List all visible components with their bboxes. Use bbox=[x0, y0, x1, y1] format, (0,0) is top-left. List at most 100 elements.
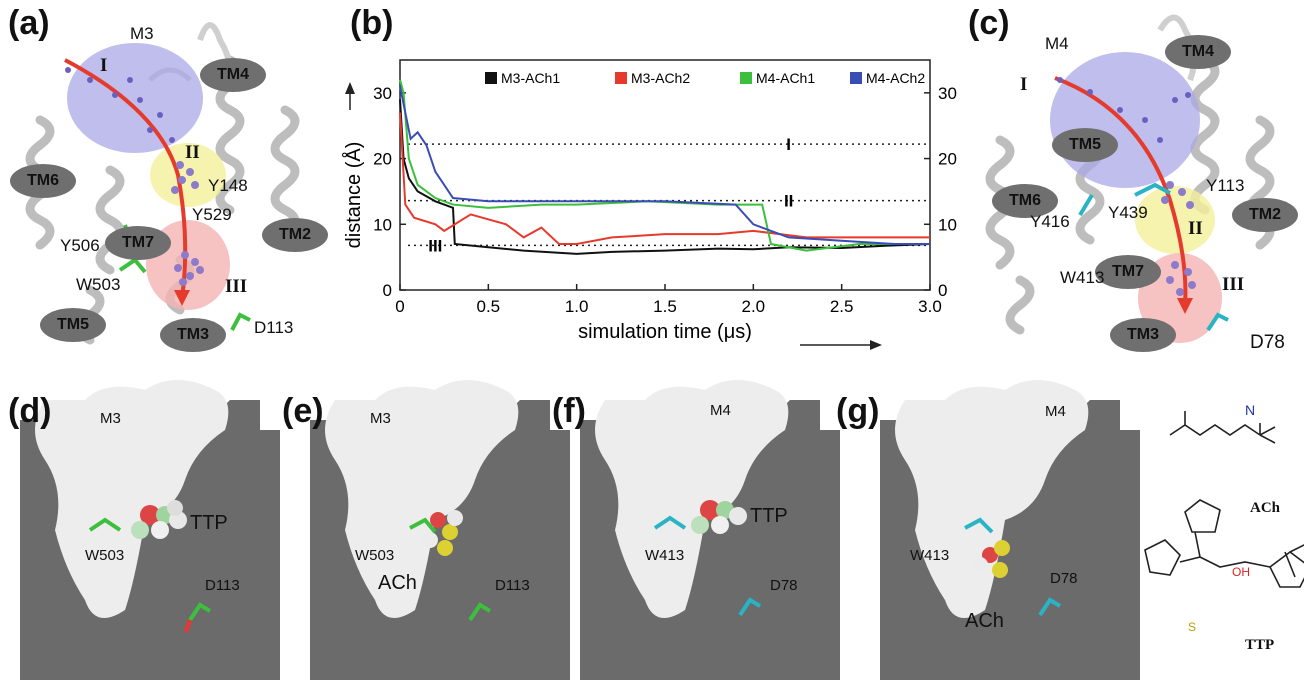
tm-label: TM2 bbox=[262, 218, 328, 252]
panel-d-label: (d) bbox=[8, 392, 52, 430]
tm-label: TM4 bbox=[200, 58, 266, 92]
tm-label: TM6 bbox=[10, 164, 76, 198]
y-tick-label-right: 0 bbox=[938, 281, 947, 300]
y-tick-label-right: 20 bbox=[938, 150, 957, 169]
tm-label: TM3 bbox=[160, 318, 226, 352]
series-line bbox=[399, 86, 930, 245]
receptor-label: M4 bbox=[1045, 34, 1069, 53]
ttp-structure-label: TTP bbox=[1245, 637, 1275, 653]
series-line bbox=[399, 112, 930, 245]
panel-e-label: (e) bbox=[282, 392, 324, 430]
tm-label: TM5 bbox=[40, 308, 106, 342]
tm-label: TM7 bbox=[105, 226, 171, 260]
legend-swatch bbox=[485, 72, 497, 84]
region-label: II bbox=[1188, 218, 1203, 239]
panel-a: (a) M3 TM4 TM6 TM7 TM2 TM5 TM3 I II III … bbox=[0, 0, 340, 352]
ach-structure-label: ACh bbox=[1250, 500, 1281, 516]
region-label: III bbox=[225, 276, 248, 297]
receptor-label: M4 bbox=[1045, 403, 1066, 420]
series-line bbox=[399, 99, 931, 255]
panel-b: (b) 0 0.5 1.0 1.5 2.0 2.5 3.0 0 0 10 10 20 20 30 30 I II… bbox=[330, 0, 970, 360]
cavity-panels-art bbox=[20, 380, 1304, 680]
panel-c-label: (c) bbox=[968, 4, 1010, 42]
ligand-label: ACh bbox=[965, 610, 1004, 632]
residue-label: Y529 bbox=[192, 205, 232, 224]
legend-swatch bbox=[740, 72, 752, 84]
residue-label: W503 bbox=[355, 547, 395, 564]
x-arrow-head bbox=[870, 340, 882, 350]
y-tick-label: 10 bbox=[373, 215, 392, 234]
residue-label: W503 bbox=[76, 275, 121, 294]
residue-label: D113 bbox=[205, 577, 240, 594]
nitrogen-label: N bbox=[1245, 402, 1256, 418]
region-label: I bbox=[1020, 74, 1028, 95]
legend-swatch bbox=[850, 72, 862, 84]
residue-label: Y113 bbox=[1206, 176, 1245, 195]
x-tick-label: 2.5 bbox=[830, 297, 854, 316]
legend-swatch bbox=[615, 72, 627, 84]
receptor-label: M4 bbox=[710, 402, 731, 419]
receptor-label: M3 bbox=[130, 24, 154, 43]
panel-a-label: (a) bbox=[8, 4, 50, 42]
reference-line-label: III bbox=[428, 236, 442, 255]
x-tick-label: 1.5 bbox=[653, 297, 677, 316]
residue-label: Y416 bbox=[1030, 212, 1070, 231]
x-tick-label: 0 bbox=[395, 297, 404, 316]
tm-label: TM4 bbox=[1165, 35, 1231, 69]
ligand-label: ACh bbox=[378, 572, 417, 594]
y-tick-label: 0 bbox=[383, 281, 392, 300]
ligand-label: TTP bbox=[190, 512, 228, 534]
y-tick-label: 30 bbox=[373, 84, 392, 103]
residue-label: W413 bbox=[1060, 268, 1105, 287]
panel-a-receptor-art bbox=[25, 22, 300, 345]
x-tick-label: 0.5 bbox=[477, 297, 501, 316]
panel-f-label: (f) bbox=[552, 392, 586, 430]
plot-frame bbox=[399, 59, 931, 291]
y-tick-label-right: 10 bbox=[938, 215, 957, 234]
x-tick-label: 1.0 bbox=[565, 297, 589, 316]
series-line bbox=[399, 79, 930, 252]
legend-label: M4-ACh1 bbox=[756, 70, 815, 86]
x-axis-label: simulation time (μs) bbox=[578, 321, 752, 343]
residue-label: D78 bbox=[1050, 570, 1078, 587]
x-tick-label: 3.0 bbox=[918, 297, 942, 316]
ligand-label: TTP bbox=[750, 505, 788, 527]
region-label: II bbox=[185, 142, 200, 163]
residue-label: D113 bbox=[254, 318, 294, 337]
residue-label: W413 bbox=[645, 547, 685, 564]
hydroxyl-label: OH bbox=[1232, 565, 1250, 579]
y-arrow-head bbox=[345, 82, 355, 94]
tm-label: TM6 bbox=[992, 184, 1058, 218]
y-axis-label: distance (Å) bbox=[342, 142, 365, 249]
residue-label: D78 bbox=[770, 577, 798, 594]
residue-label: Y506 bbox=[60, 236, 100, 255]
panel-b-label: (b) bbox=[350, 4, 394, 42]
region-label: III bbox=[1222, 274, 1245, 295]
reference-line-label: II bbox=[784, 192, 793, 211]
legend-label: M4-ACh2 bbox=[866, 70, 925, 86]
reference-line-label: I bbox=[786, 135, 791, 154]
tm-label: TM5 bbox=[1052, 128, 1118, 162]
receptor-label: M3 bbox=[100, 410, 121, 427]
panel-g-label: (g) bbox=[836, 392, 880, 430]
legend-label: M3-ACh1 bbox=[501, 70, 560, 86]
residue-label: D78 bbox=[1250, 332, 1285, 353]
y-tick-label-right: 30 bbox=[938, 84, 957, 103]
panel-c-receptor-art bbox=[985, 14, 1275, 343]
x-tick-label: 2.0 bbox=[742, 297, 766, 316]
residue-label: W503 bbox=[85, 547, 125, 564]
y-tick-label: 20 bbox=[373, 150, 392, 169]
tm-label: TM3 bbox=[1110, 318, 1176, 352]
residue-label: Y439 bbox=[1108, 203, 1148, 222]
receptor-label: M3 bbox=[370, 410, 391, 427]
region-label: I bbox=[100, 55, 108, 76]
panel-c: (c) M4 TM4 TM5 TM6 TM2 TM7 TM3 I II III … bbox=[960, 0, 1304, 360]
residue-label: Y148 bbox=[208, 176, 248, 195]
residue-label: D113 bbox=[495, 577, 530, 594]
tm-label: TM7 bbox=[1095, 255, 1161, 289]
legend-label: M3-ACh2 bbox=[631, 70, 690, 86]
sulfur-label: S bbox=[1188, 620, 1197, 634]
tm-label: TM2 bbox=[1232, 198, 1298, 232]
residue-label: W413 bbox=[910, 547, 950, 564]
